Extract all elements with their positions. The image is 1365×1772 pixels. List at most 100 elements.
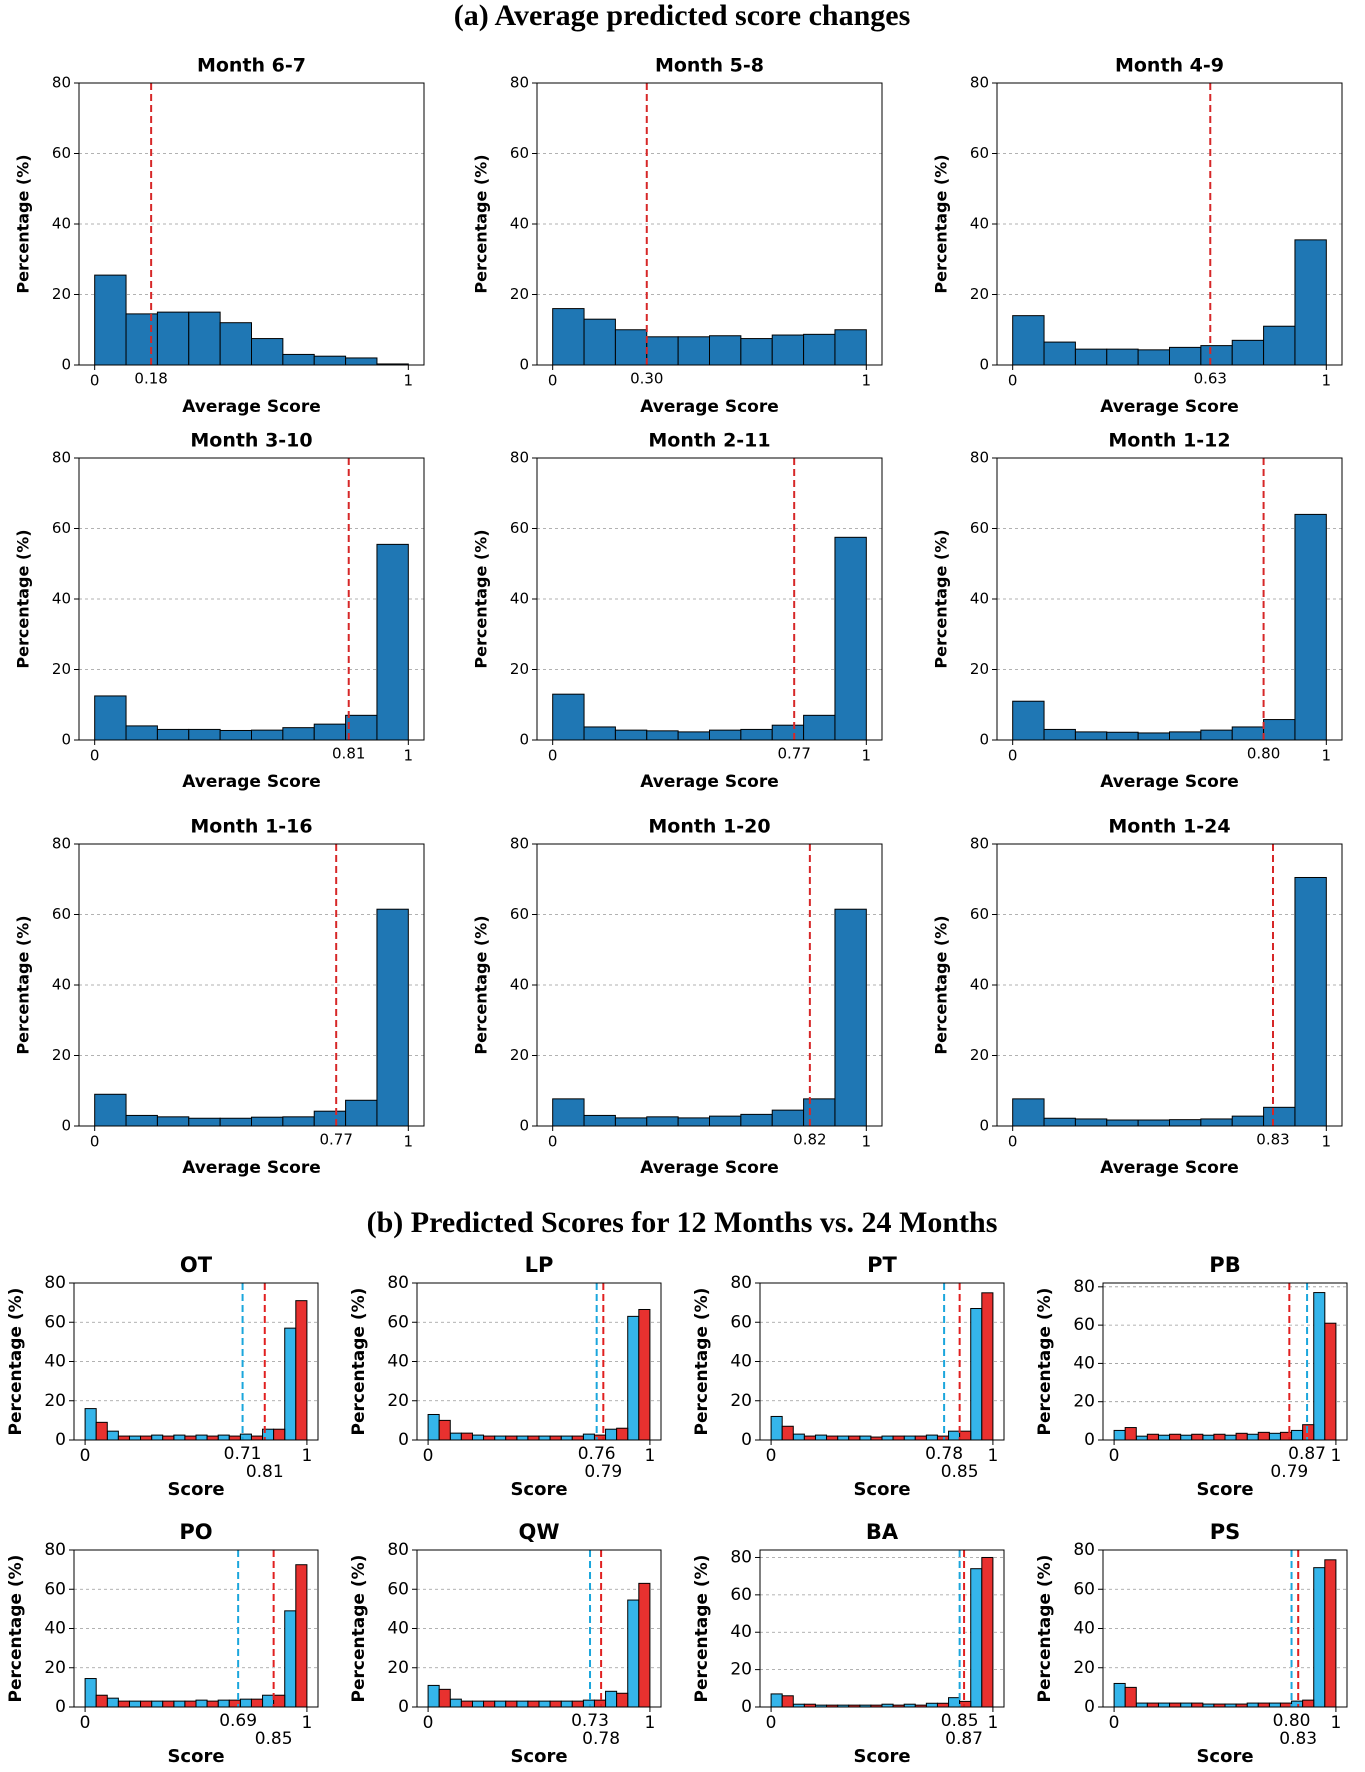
threshold-label: 0.78 — [925, 1444, 963, 1464]
bar — [427, 1684, 440, 1708]
bar — [1012, 315, 1045, 366]
bar — [460, 1700, 473, 1708]
bar — [560, 1435, 573, 1441]
bar — [948, 1430, 961, 1441]
bar — [1169, 1433, 1182, 1441]
section-heading: (b) Predicted Scores for 12 Months vs. 2… — [367, 1206, 998, 1239]
chart-title: Month 1-12 — [1108, 430, 1230, 452]
chart-title: OT — [180, 1253, 213, 1277]
threshold-label: 0.87 — [1288, 1444, 1326, 1464]
y-tick-label: 20 — [510, 660, 529, 678]
bar — [1200, 729, 1233, 741]
bar — [781, 1695, 794, 1708]
y-tick-label: 80 — [1073, 1277, 1095, 1297]
section-heading: (a) Average predicted score changes — [454, 0, 911, 32]
x-axis-label: Average Score — [640, 1158, 779, 1178]
bar — [1294, 876, 1327, 1127]
bar — [1169, 1702, 1182, 1708]
bar — [1074, 1118, 1108, 1127]
bar — [859, 1435, 872, 1441]
bar — [616, 1427, 629, 1441]
x-tick-label: 0 — [1109, 1713, 1120, 1733]
bar — [1146, 1433, 1159, 1441]
y-axis-label: Percentage (%) — [14, 915, 33, 1054]
bar — [156, 311, 190, 366]
bar — [892, 1435, 905, 1441]
y-tick-label: 80 — [730, 1547, 752, 1567]
bar — [605, 1428, 618, 1441]
bar — [1294, 239, 1327, 366]
y-tick-label: 20 — [387, 1391, 409, 1411]
x-axis-label: Average Score — [640, 772, 779, 792]
x-tick-label: 1 — [1330, 1446, 1341, 1466]
bar — [770, 1693, 783, 1708]
bar — [1263, 719, 1296, 741]
y-tick-label: 0 — [979, 731, 989, 749]
bar — [1124, 1427, 1137, 1441]
axes-frame — [759, 1282, 1005, 1441]
bar — [162, 1700, 175, 1708]
bar — [959, 1700, 972, 1708]
bar — [582, 1433, 595, 1441]
chart-title: Month 3-10 — [190, 430, 312, 452]
bar — [903, 1435, 916, 1441]
y-tick-label: 0 — [519, 356, 529, 374]
bar — [1246, 1433, 1259, 1441]
x-tick-label: 0 — [423, 1713, 434, 1733]
x-axis-label: Average Score — [1100, 397, 1239, 417]
y-tick-label: 60 — [52, 519, 71, 537]
bar — [239, 1698, 252, 1708]
x-tick-label: 0 — [1008, 1133, 1018, 1151]
y-tick-label: 60 — [730, 1312, 752, 1332]
y-tick-label: 0 — [55, 1697, 66, 1717]
bar — [1113, 1429, 1126, 1441]
threshold-label: 0.85 — [255, 1729, 293, 1749]
y-tick-label: 20 — [44, 1658, 66, 1678]
bar — [1113, 1682, 1126, 1708]
x-tick-label: 1 — [301, 1446, 312, 1466]
x-axis-label: Score — [510, 1746, 567, 1767]
y-tick-label: 20 — [970, 1046, 989, 1064]
bar — [583, 726, 616, 741]
bar — [295, 1300, 308, 1441]
chart-title: PT — [867, 1253, 897, 1277]
bar — [1279, 1702, 1293, 1708]
bar — [106, 1697, 119, 1708]
chart-title: Month 5-8 — [655, 55, 764, 77]
y-tick-label: 60 — [970, 519, 989, 537]
bar — [376, 908, 409, 1127]
bar — [284, 1327, 297, 1441]
bar — [552, 308, 585, 366]
y-tick-label: 40 — [1073, 1619, 1095, 1639]
y-tick-label: 60 — [510, 519, 529, 537]
bar — [792, 1433, 805, 1441]
bar — [1146, 1702, 1159, 1708]
bar — [250, 1698, 264, 1708]
bar — [803, 1435, 816, 1441]
bar — [505, 1435, 518, 1441]
bar — [516, 1435, 529, 1441]
bar — [140, 1435, 153, 1441]
bar — [1200, 1118, 1233, 1127]
y-tick-label: 60 — [44, 1312, 66, 1332]
bar — [128, 1435, 142, 1441]
y-tick-label: 40 — [730, 1622, 752, 1642]
bar — [128, 1700, 142, 1708]
x-tick-label: 1 — [644, 1713, 655, 1733]
bar — [1268, 1432, 1281, 1441]
bar — [848, 1435, 861, 1441]
threshold-label: 0.79 — [584, 1462, 622, 1482]
y-tick-label: 40 — [52, 215, 71, 233]
x-tick-label: 1 — [987, 1713, 998, 1733]
bar — [1043, 728, 1076, 741]
y-tick-label: 80 — [44, 1273, 66, 1293]
axes-frame — [996, 843, 1343, 1127]
bar — [1180, 1434, 1193, 1441]
bar — [677, 731, 710, 741]
x-axis-label: Average Score — [182, 772, 321, 792]
x-axis-label: Score — [853, 1479, 910, 1500]
y-tick-label: 0 — [61, 731, 71, 749]
bar — [273, 1694, 286, 1708]
axes-frame — [416, 1549, 662, 1708]
bar — [282, 353, 315, 366]
